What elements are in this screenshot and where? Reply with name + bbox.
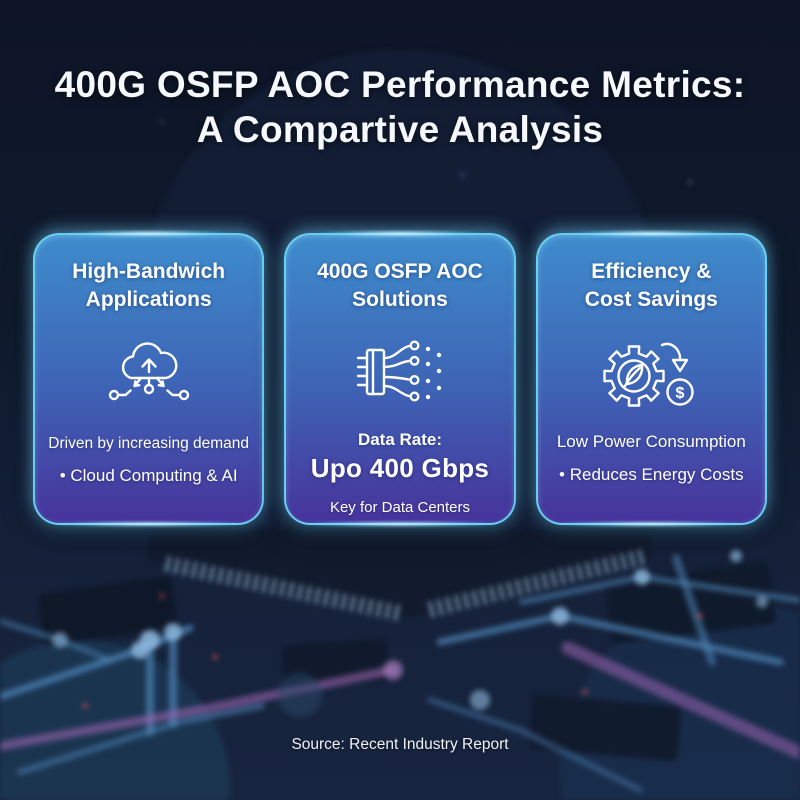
card-body: Driven by increasing demand • Cloud Comp…	[48, 434, 249, 486]
card-text: Driven by increasing demand	[48, 435, 250, 453]
eco-gear-dollar-icon: $	[598, 328, 704, 418]
card-title: 400G OSFP AOC Solutions	[317, 260, 483, 311]
card-aoc-solutions: 400G OSFP AOC Solutions	[284, 233, 516, 525]
data-rate-label: Data Rate:	[357, 430, 443, 450]
card-body: Low Power Consumption • Reduces Energy C…	[557, 431, 746, 485]
card-footnote: Key for Data Centers	[329, 499, 471, 517]
card-bullet-text: • Cloud Computing & AI	[59, 465, 238, 485]
card-body: Data Rate: Upo 400 Gbps Key for Data Cen…	[311, 418, 489, 516]
source-note: Source: Recent Industry Report	[291, 736, 509, 753]
cards-row: High-Bandwich Applications Driven by inc…	[33, 233, 767, 525]
dollar-symbol: $	[676, 385, 685, 402]
card-text: Low Power Consumption	[556, 432, 746, 452]
card-title: Efficiency & Cost Savings	[584, 260, 718, 311]
aoc-cable-icon	[352, 328, 448, 418]
cloud-network-icon	[103, 328, 195, 418]
card-title: High-Bandwich Applications	[72, 260, 226, 311]
card-bullet-text: • Reduces Energy Costs	[559, 464, 744, 484]
data-rate-value: Upo 400 Gbps	[310, 453, 490, 484]
card-high-bandwidth: High-Bandwich Applications Driven by inc…	[33, 233, 265, 525]
page-title: 400G OSFP AOC Performance Metrics: A Com…	[54, 64, 746, 151]
card-efficiency-savings: Efficiency & Cost Savings $ Low Power Co…	[535, 233, 767, 525]
